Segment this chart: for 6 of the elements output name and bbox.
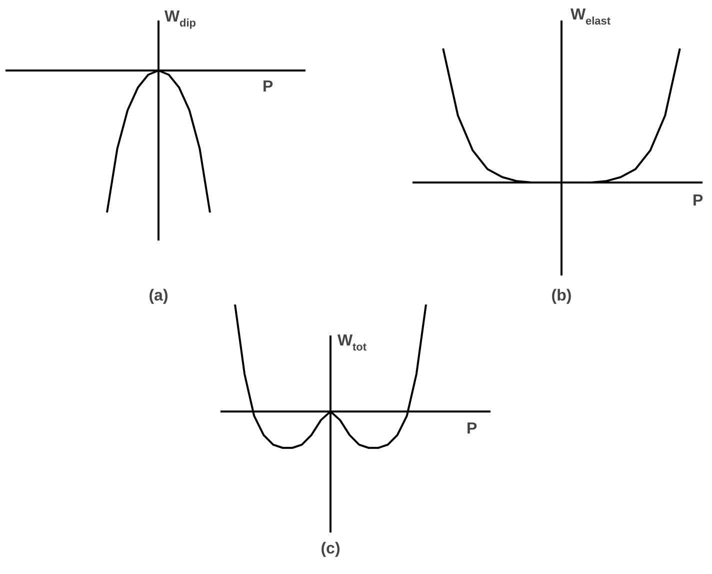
x-axis-title: P xyxy=(466,420,478,438)
text: (a) xyxy=(148,288,168,304)
text: (b) xyxy=(551,288,572,304)
x-axis-title: P xyxy=(692,192,704,210)
text: (c) xyxy=(320,540,340,558)
x-axis-title: P xyxy=(262,78,274,96)
